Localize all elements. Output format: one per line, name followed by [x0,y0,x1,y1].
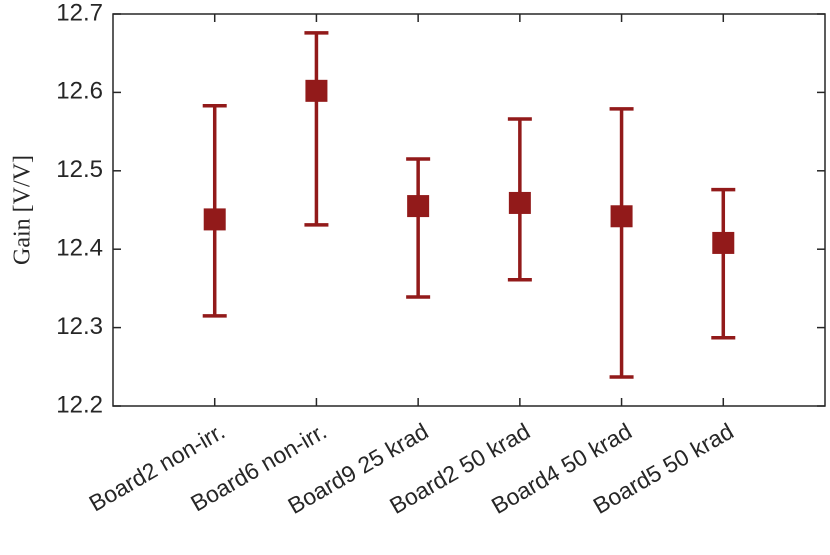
marker [712,231,735,254]
marker [508,191,531,214]
marker [203,208,226,231]
y-axis-label: Gain [V/V] [10,155,36,265]
marker [407,195,430,218]
y-tick-label: 12.3 [56,313,103,340]
y-tick-label: 12.4 [56,235,103,262]
y-tick-label: 12.6 [56,78,103,105]
marker [610,205,633,228]
axes-box [112,13,826,407]
y-tick-label: 12.7 [56,0,103,26]
marker [305,79,328,102]
y-tick-label: 12.5 [56,156,103,183]
y-tick-label: 12.2 [56,391,103,418]
